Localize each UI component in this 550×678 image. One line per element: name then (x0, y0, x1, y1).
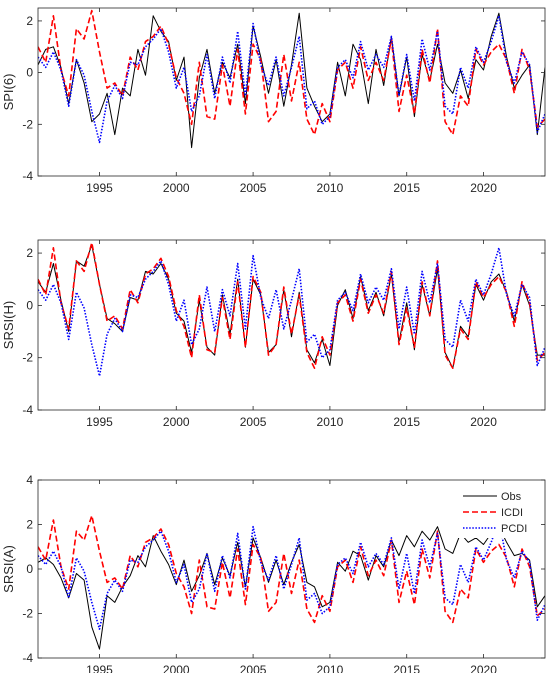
y-axis-label: SRSI(A) (1, 545, 16, 593)
legend: Obs ICDI PCDI (457, 486, 541, 538)
x-tick-label: 2005 (240, 415, 267, 429)
series-line-series-3 (38, 15, 545, 144)
y-axis-label: SRSI(H) (1, 301, 16, 349)
x-tick-label: 1995 (86, 663, 113, 673)
y-tick-label: -2 (22, 351, 33, 365)
x-tick-label: 2000 (163, 181, 190, 195)
panel-spi-6: 1995 2000 2005 2010 2015 2020 -4 -2 0 2 SPI(6) (1, 7, 546, 195)
x-tick-label: 1995 (86, 181, 113, 195)
y-tick-label: 0 (26, 66, 33, 80)
axes-frame (37, 239, 546, 411)
legend-label-icdi: ICDI (501, 507, 523, 519)
legend-label-obs: Obs (501, 491, 522, 503)
y-tick-label: 0 (26, 562, 33, 576)
x-tick-label: 2020 (470, 415, 497, 429)
x-tick-label: 2000 (163, 415, 190, 429)
x-tick-label: 2000 (163, 663, 190, 673)
x-tick-label: 2020 (470, 663, 497, 673)
x-tick-label: 2015 (393, 415, 420, 429)
panel-srsi-h: 1995 2000 2005 2010 2015 2020 -4 -2 0 2 SRSI(H) (1, 239, 546, 429)
x-tick-label: 2015 (393, 181, 420, 195)
series-line-series-1 (38, 244, 545, 369)
y-tick-label: -4 (22, 651, 33, 665)
y-tick-label: 0 (26, 298, 33, 312)
x-tick-label: 2010 (317, 663, 344, 673)
x-tick-label: 2010 (317, 181, 344, 195)
legend-box (457, 486, 541, 538)
series-line-series-2 (38, 241, 545, 370)
y-tick-label: 2 (26, 246, 33, 260)
y-tick-label: 2 (26, 518, 33, 532)
y-tick-label: 4 (26, 473, 33, 487)
x-tick-label: 2005 (240, 181, 267, 195)
y-tick-label: 2 (26, 14, 33, 28)
x-tick-label: 2010 (317, 415, 344, 429)
y-tick-label: -2 (22, 607, 33, 621)
series-line-icdi (38, 514, 545, 624)
x-tick-label: 1995 (86, 415, 113, 429)
x-tick-label: 2020 (470, 181, 497, 195)
legend-label-pcdi: PCDI (501, 523, 527, 535)
series-line-obs (38, 526, 545, 650)
axes-frame (37, 7, 546, 177)
y-tick-label: -4 (22, 169, 33, 183)
series-line-pcdi (38, 519, 545, 630)
panel-srsi-a: 1995 2000 2005 2010 2015 2020 -4 -2 0 2 4 SRSI(A) Ob… (1, 473, 546, 677)
series-line-series-3 (38, 247, 545, 377)
series-line-series-2 (38, 9, 545, 136)
y-tick-label: -2 (22, 117, 33, 131)
y-tick-label: -4 (22, 403, 33, 417)
x-tick-label: 2005 (240, 663, 267, 673)
y-axis-label: SPI(6) (1, 74, 16, 111)
x-tick-label: 2015 (393, 663, 420, 673)
